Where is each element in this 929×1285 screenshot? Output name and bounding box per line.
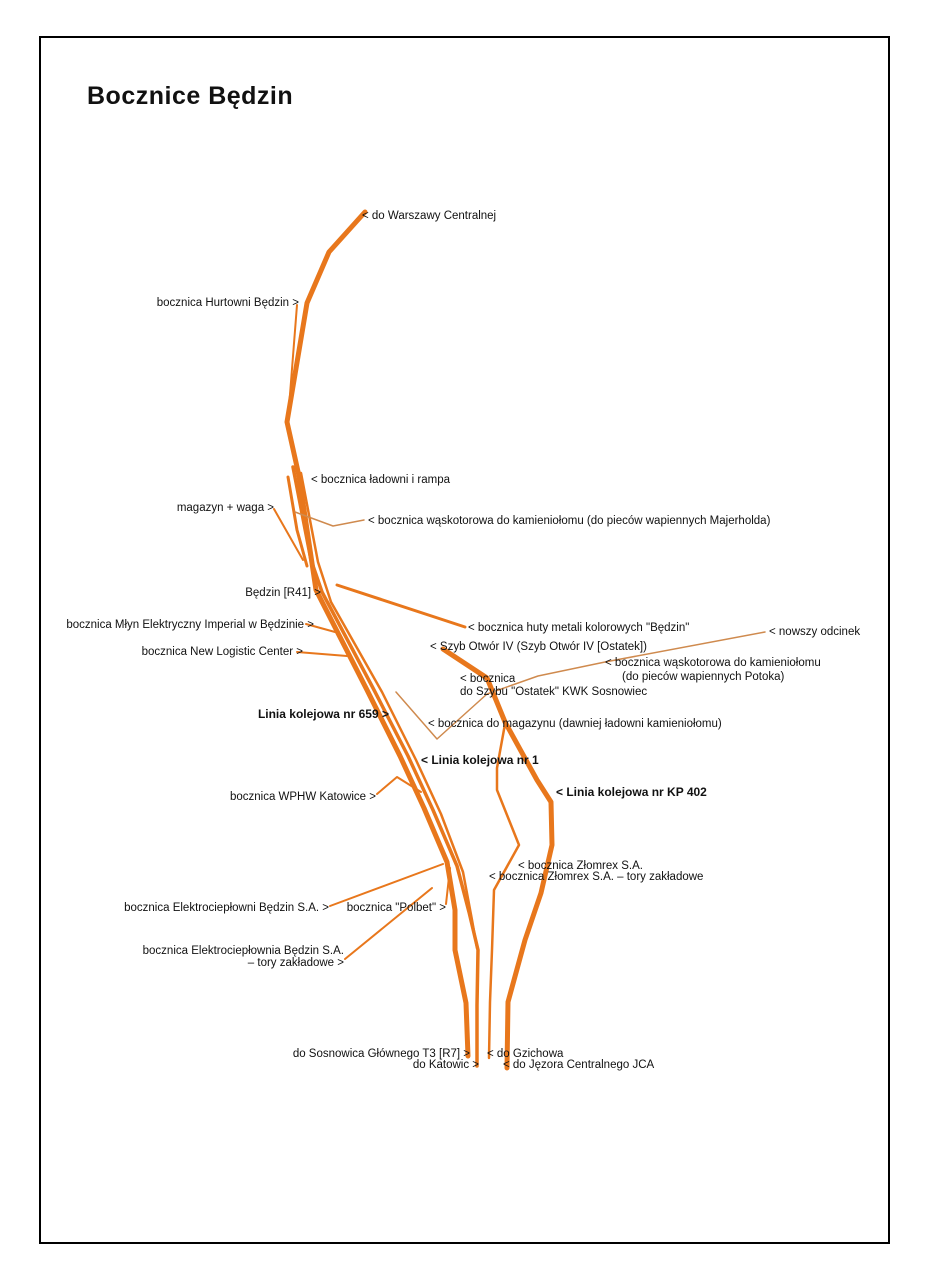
label-majerholda: < bocznica wąskotorowa do kamieniołomu (… <box>368 515 771 527</box>
label-nowszy-odcinek: < nowszy odcinek <box>769 626 860 638</box>
label-ec-bedzin: bocznica Elektrociepłowni Będzin S.A. > <box>124 902 329 914</box>
connector-mlyn <box>305 623 336 633</box>
label-jezora: < do Jęzora Centralnego JCA <box>503 1059 655 1071</box>
label-zlomrex: < bocznica Złomrex S.A. <box>518 860 643 872</box>
tracks-layer <box>273 209 766 1071</box>
label-szyb-otwor: < Szyb Otwór IV (Szyb Otwór IV [Ostatek]… <box>430 641 647 653</box>
label-ostatek-line2: do Szybu "Ostatek" KWK Sosnowiec <box>460 686 647 698</box>
label-wphw: bocznica WPHW Katowice > <box>230 791 376 803</box>
connector-magazyn-waga <box>273 508 304 561</box>
track-hurtownia-siding <box>287 304 298 421</box>
label-bedzin-r41: Będzin [R41] > <box>245 587 321 599</box>
label-polbet: bocznica "Polbet" > <box>347 902 447 914</box>
connector-polbet <box>445 867 451 905</box>
track-station-3 <box>299 471 479 950</box>
label-mlyn: bocznica Młyn Elektryczny Imperial w Będ… <box>66 619 314 631</box>
connector-ec-tory <box>344 887 433 960</box>
label-ec2-line2: – tory zakładowe > <box>248 957 344 969</box>
page-title: Bocznice Będzin <box>87 82 294 110</box>
connector-ec-bedzin <box>329 863 444 907</box>
label-potoka-line1: < bocznica wąskotorowa do kamieniołomu <box>605 657 821 669</box>
label-linia-659: Linia kolejowa nr 659 > <box>258 707 389 721</box>
label-sosnowica: do Sosnowica Głównego T3 [R7] > <box>293 1048 470 1060</box>
label-gzichowa: < do Gzichowa <box>487 1048 564 1060</box>
track-main-line <box>284 209 471 1059</box>
label-ec2-line1: bocznica Elektrociepłownia Będzin S.A. <box>143 945 344 957</box>
label-ladownia-rampa: < bocznica ładowni i rampa <box>311 474 451 486</box>
track-gzichowa-zlomrex <box>487 722 521 1060</box>
label-katowic: do Katowic > <box>413 1059 479 1071</box>
track-waskotorowa-ostatek <box>395 631 766 740</box>
label-new-logistic: bocznica New Logistic Center > <box>142 646 304 658</box>
track-kp402 <box>440 646 555 1071</box>
connector-wphw <box>376 776 422 795</box>
page-border <box>39 36 890 1244</box>
track-station-2 <box>291 465 480 1068</box>
track-huty-metali <box>335 583 467 629</box>
label-huty-metali: < bocznica huty metali kolorowych "Będzi… <box>468 622 689 634</box>
label-linia-kp402: < Linia kolejowa nr KP 402 <box>556 785 707 799</box>
label-do-warszawy: < do Warszawy Centralnej <box>362 210 496 222</box>
label-hurtownia: bocznica Hurtowni Będzin > <box>157 297 300 309</box>
label-zlomrex-tory: < bocznica Złomrex S.A. – tory zakładowe <box>489 871 703 883</box>
label-linia-1: < Linia kolejowa nr 1 <box>421 753 539 767</box>
label-do-magazynu: < bocznica do magazynu (dawniej ładowni … <box>428 718 722 730</box>
track-waskotorowa-majerholda <box>294 511 365 527</box>
label-magazyn-waga: magazyn + waga > <box>177 502 274 514</box>
labels-layer: < do Warszawy Centralnej bocznica Hurtown… <box>66 210 860 1071</box>
label-potoka-line2: (do pieców wapiennych Potoka) <box>622 671 785 683</box>
track-ladownia-stub <box>286 475 309 568</box>
label-ostatek-line1: < bocznica <box>460 673 516 685</box>
connector-new-logistic <box>296 651 348 657</box>
